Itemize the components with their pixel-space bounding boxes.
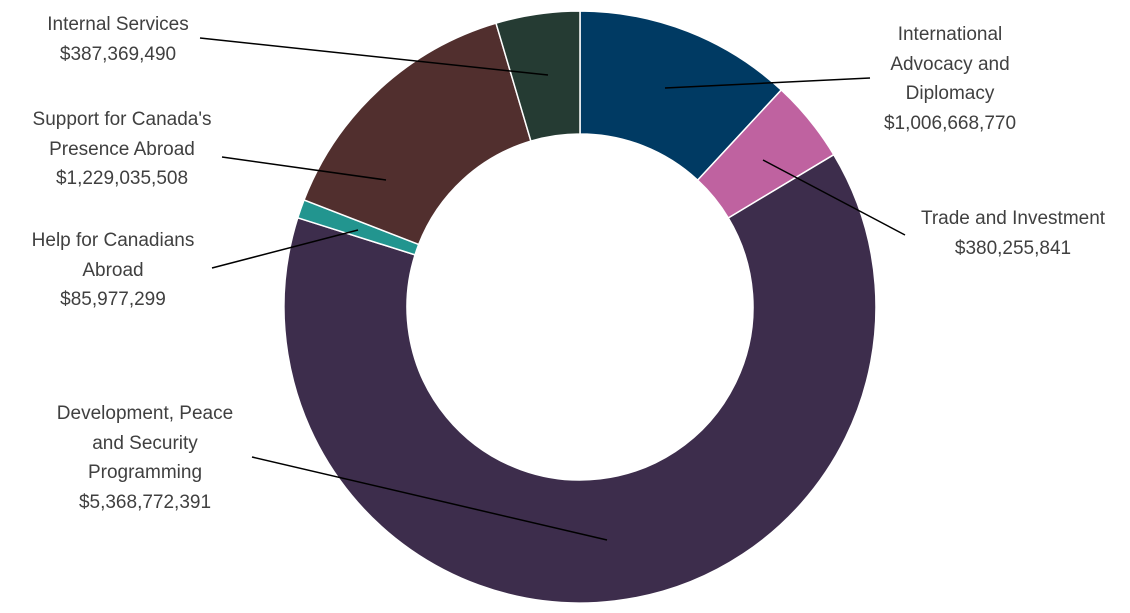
- donut-segment: [495, 10, 581, 143]
- leader-line: [251, 456, 608, 541]
- donut-segment: [303, 22, 532, 246]
- data-label: International Advocacy and Diplomacy $1,0…: [875, 20, 1025, 138]
- category-label: International Advocacy and Diplomacy: [890, 24, 1010, 104]
- leader-line: [211, 229, 359, 269]
- data-label: Support for Canada's Presence Abroad $1,2…: [17, 105, 227, 194]
- leader-line: [664, 77, 871, 89]
- leader-line: [221, 156, 387, 181]
- category-label: Trade and Investment: [920, 208, 1106, 229]
- data-label: Trade and Investment $380,255,841: [893, 204, 1130, 263]
- value-label: $380,255,841: [954, 237, 1072, 259]
- category-label: Development, Peace and Security Programm…: [56, 403, 234, 483]
- category-label: Support for Canada's Presence Abroad: [32, 109, 212, 160]
- value-label: $1,229,035,508: [55, 168, 189, 189]
- leader-line: [762, 159, 906, 236]
- data-label: Help for Canadians Abroad $85,977,299: [18, 226, 208, 315]
- value-label: $1,006,668,770: [883, 112, 1017, 134]
- value-label: $85,977,299: [60, 289, 166, 310]
- value-label: $387,369,490: [59, 43, 177, 65]
- category-label: Internal Services: [47, 14, 189, 35]
- leader-line: [199, 37, 549, 76]
- data-label: Development, Peace and Security Programm…: [48, 399, 243, 517]
- value-label: $5,368,772,391: [78, 491, 212, 513]
- donut-segment: [283, 153, 877, 604]
- data-label: Internal Services $387,369,490: [18, 10, 218, 69]
- category-label: Help for Canadians Abroad: [31, 230, 195, 281]
